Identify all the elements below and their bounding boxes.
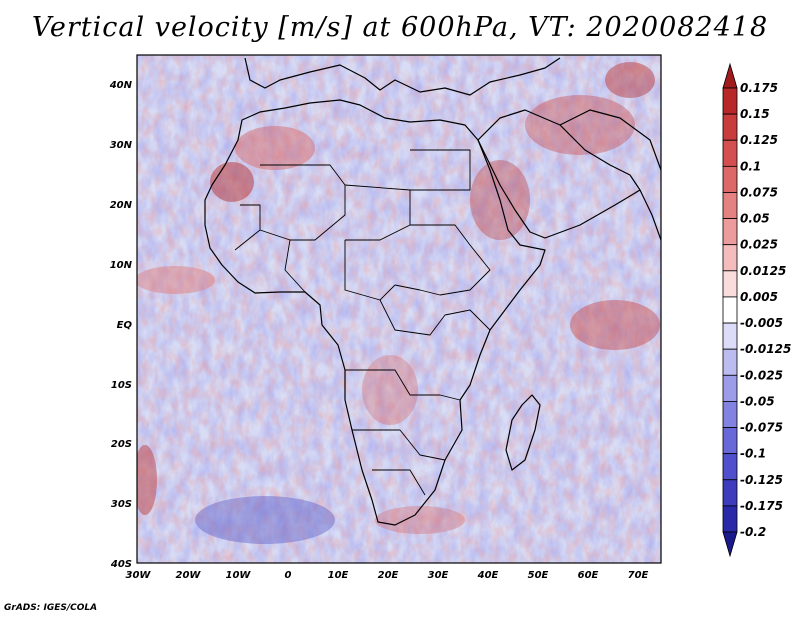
colorbar-label: 0.15 <box>740 107 770 121</box>
colorbar-label: 0.05 <box>740 212 770 226</box>
colorbar-swatch <box>722 479 738 507</box>
lon-label: 20E <box>378 570 399 581</box>
plot-frame <box>136 54 662 564</box>
colorbar-swatch <box>722 192 738 219</box>
colorbar-label: -0.125 <box>740 473 783 487</box>
colorbar-label: -0.025 <box>740 368 783 382</box>
colorbar-label: -0.05 <box>740 394 775 408</box>
colorbar-swatch <box>722 348 738 376</box>
colorbar-swatch <box>722 322 738 350</box>
lon-label: 0 <box>285 570 292 581</box>
madagascar-coastline <box>505 394 541 471</box>
lon-label: 40E <box>477 570 499 581</box>
colorbar-swatch <box>722 296 738 324</box>
colorbar-swatch <box>722 113 738 141</box>
lat-label: 40N <box>109 80 133 91</box>
coastlines-and-borders <box>204 57 661 526</box>
lon-label: 30W <box>126 570 152 581</box>
colorbar-swatch <box>722 427 738 455</box>
colorbar: 0.175 0.15 0.125 0.1 0.075 0.05 0.025 0.0125 0.0… <box>722 62 791 558</box>
colorbar-swatch <box>722 401 738 428</box>
iran-coastline <box>559 109 661 171</box>
lat-label: EQ <box>117 320 133 331</box>
lon-label: 30E <box>428 570 449 581</box>
colorbar-swatch <box>722 505 738 533</box>
lon-label: 10W <box>226 570 252 581</box>
colorbar-swatch <box>722 87 738 115</box>
colorbar-swatch <box>722 244 738 272</box>
colorbar-label: 0.175 <box>740 81 778 95</box>
colorbar-label: 0.0125 <box>740 264 786 278</box>
latitude-labels: 40N 30N 20N 10N EQ 10S 20S 30S 40S <box>109 80 133 570</box>
credit-label: GrADS: IGES/COLA <box>4 603 98 613</box>
colorbar-label: 0.1 <box>740 159 761 173</box>
lon-label: 60E <box>578 570 599 581</box>
colorbar-label: 0.125 <box>740 133 778 147</box>
lon-label: 50E <box>528 570 549 581</box>
map-title: Vertical velocity [m/s] at 600hPa, VT: 2… <box>31 12 769 43</box>
longitude-labels: 30W 20W 10W 0 10E 20E 30E 40E 50E 60E 70… <box>126 570 649 581</box>
colorbar-label: 0.025 <box>740 238 778 252</box>
vertical-velocity-field <box>137 55 661 563</box>
colorbar-swatch <box>722 218 738 246</box>
colorbar-label: 0.075 <box>740 185 778 199</box>
lat-label: 30N <box>110 140 133 151</box>
colorbar-top-arrow <box>722 62 738 89</box>
colorbar-label: -0.005 <box>740 316 783 330</box>
colorbar-swatch <box>722 270 738 298</box>
colorbar-label: 0.005 <box>740 290 778 304</box>
lat-label: 20S <box>111 439 132 450</box>
europe-coastline <box>244 57 561 96</box>
colorbar-label: -0.0125 <box>740 342 791 356</box>
lon-label: 10E <box>328 570 349 581</box>
lat-label: 20N <box>110 200 133 211</box>
lat-label: 10S <box>111 380 132 391</box>
colorbar-swatch <box>722 453 738 481</box>
colorbar-label: -0.075 <box>740 421 783 435</box>
colorbar-swatch <box>722 139 738 167</box>
lat-label: 10N <box>110 260 133 271</box>
colorbar-label: -0.1 <box>740 447 766 461</box>
colorbar-label: -0.175 <box>740 499 783 513</box>
colorbar-label: -0.2 <box>740 525 766 539</box>
colorbar-swatch <box>722 374 738 402</box>
lon-label: 20W <box>176 570 202 581</box>
india-coastline <box>639 189 661 241</box>
colorbar-swatch <box>722 165 738 193</box>
lat-label: 40S <box>110 559 132 570</box>
colorbar-bottom-arrow <box>722 531 738 558</box>
lat-label: 30S <box>111 499 132 510</box>
lon-label: 70E <box>628 570 649 581</box>
